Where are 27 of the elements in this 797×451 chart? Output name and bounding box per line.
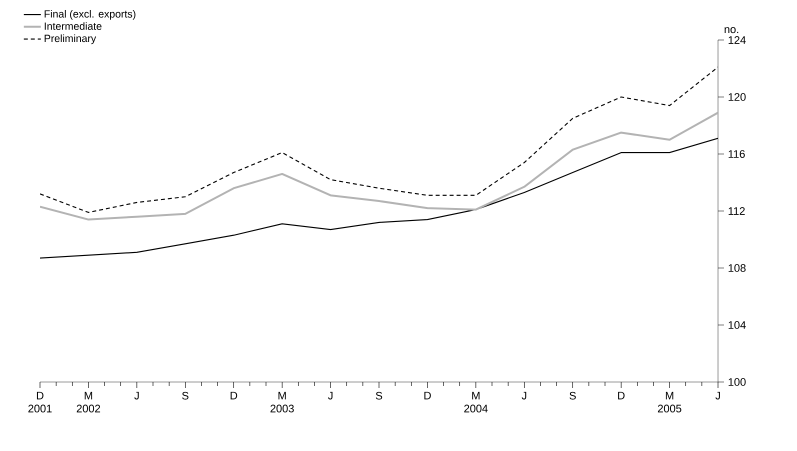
y-tick-label: 116: [728, 150, 745, 158]
x-tick-label: S: [570, 392, 576, 400]
legend-label: Intermediate: [44, 22, 102, 30]
legend-label: Final (excl. exports): [44, 10, 136, 20]
x-tick-label: J: [328, 392, 332, 400]
line-series: [40, 112, 718, 221]
x-tick-label: S: [182, 392, 188, 400]
legend-label: Preliminary: [44, 34, 96, 44]
x-tick-label: J: [715, 392, 720, 400]
x-tick-label: M 2003: [270, 392, 294, 412]
y-axis-title: no.: [724, 27, 738, 34]
x-tick-label: J: [134, 392, 139, 400]
x-tick-label: D 2001: [28, 392, 52, 412]
y-tick-label: 112: [728, 207, 745, 215]
y-tick-label: 120: [728, 93, 746, 101]
y-tick-label: 100: [728, 378, 746, 386]
y-tick-label: 104: [728, 321, 746, 329]
y-tick-label: 124: [728, 36, 746, 44]
y-tick-label: 108: [728, 264, 746, 272]
x-tick-label: D: [230, 392, 238, 400]
x-tick-label: M 2002: [76, 392, 100, 412]
x-tick-label: M 2005: [658, 392, 682, 412]
x-tick-label: J: [522, 392, 526, 400]
x-tick-label: D: [424, 392, 431, 400]
x-tick-label: D: [618, 392, 625, 400]
x-tick-label: M 2004: [464, 392, 488, 412]
x-tick-label: S: [376, 392, 382, 400]
